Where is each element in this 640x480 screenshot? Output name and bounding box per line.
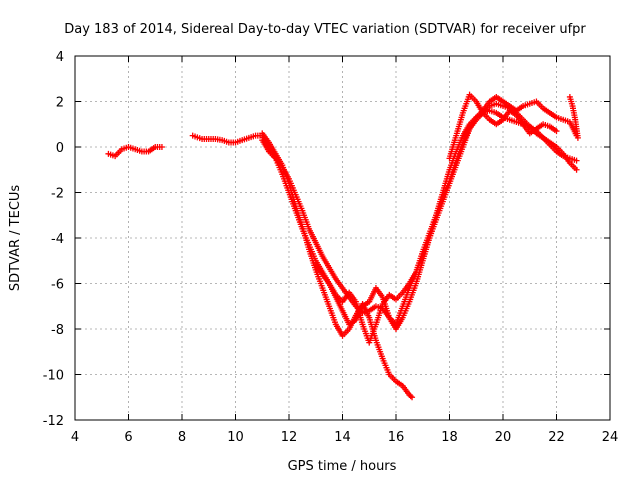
y-axis-label: SDTVAR / TECUs <box>8 185 23 292</box>
x-tick-label: 10 <box>227 430 244 445</box>
data-point <box>553 128 560 135</box>
y-tick-label: 2 <box>56 96 64 111</box>
grid <box>75 56 610 420</box>
x-axis-label: GPS time / hours <box>288 459 397 474</box>
data-point <box>574 134 581 141</box>
chart-title: Day 183 of 2014, Sidereal Day-to-day VTE… <box>64 22 586 37</box>
y-tick-label: -8 <box>51 323 64 338</box>
axis-ticks <box>74 55 611 421</box>
x-tick-label: 16 <box>388 430 405 445</box>
data-point <box>158 144 165 150</box>
series-trace-f <box>312 93 580 346</box>
y-tick-label: 0 <box>56 141 64 156</box>
series-trace-b <box>189 132 266 146</box>
x-tick-label: 22 <box>548 430 565 445</box>
y-tick-label: -12 <box>43 414 64 429</box>
x-tick-label: 8 <box>178 430 186 445</box>
data-series <box>105 91 581 401</box>
data-point <box>573 157 580 164</box>
data-point <box>409 394 416 401</box>
x-tick-label: 4 <box>71 430 79 445</box>
series-trace-a <box>105 144 165 160</box>
y-tick-label: -2 <box>51 187 64 202</box>
x-tick-label: 18 <box>441 430 458 445</box>
y-tick-label: -4 <box>51 232 64 247</box>
x-tick-label: 24 <box>602 430 619 445</box>
x-tick-label: 14 <box>334 430 351 445</box>
x-tick-label: 20 <box>495 430 512 445</box>
y-tick-label: -10 <box>43 369 64 384</box>
series-trace-g <box>446 91 560 162</box>
data-point <box>573 166 580 173</box>
x-tick-label: 12 <box>281 430 298 445</box>
y-tick-label: 4 <box>56 50 64 65</box>
x-tick-label: 6 <box>124 430 132 445</box>
series-trace-h <box>566 93 581 141</box>
y-tick-label: -6 <box>51 278 64 293</box>
data-point <box>407 393 414 400</box>
series-trace-c <box>259 107 580 332</box>
